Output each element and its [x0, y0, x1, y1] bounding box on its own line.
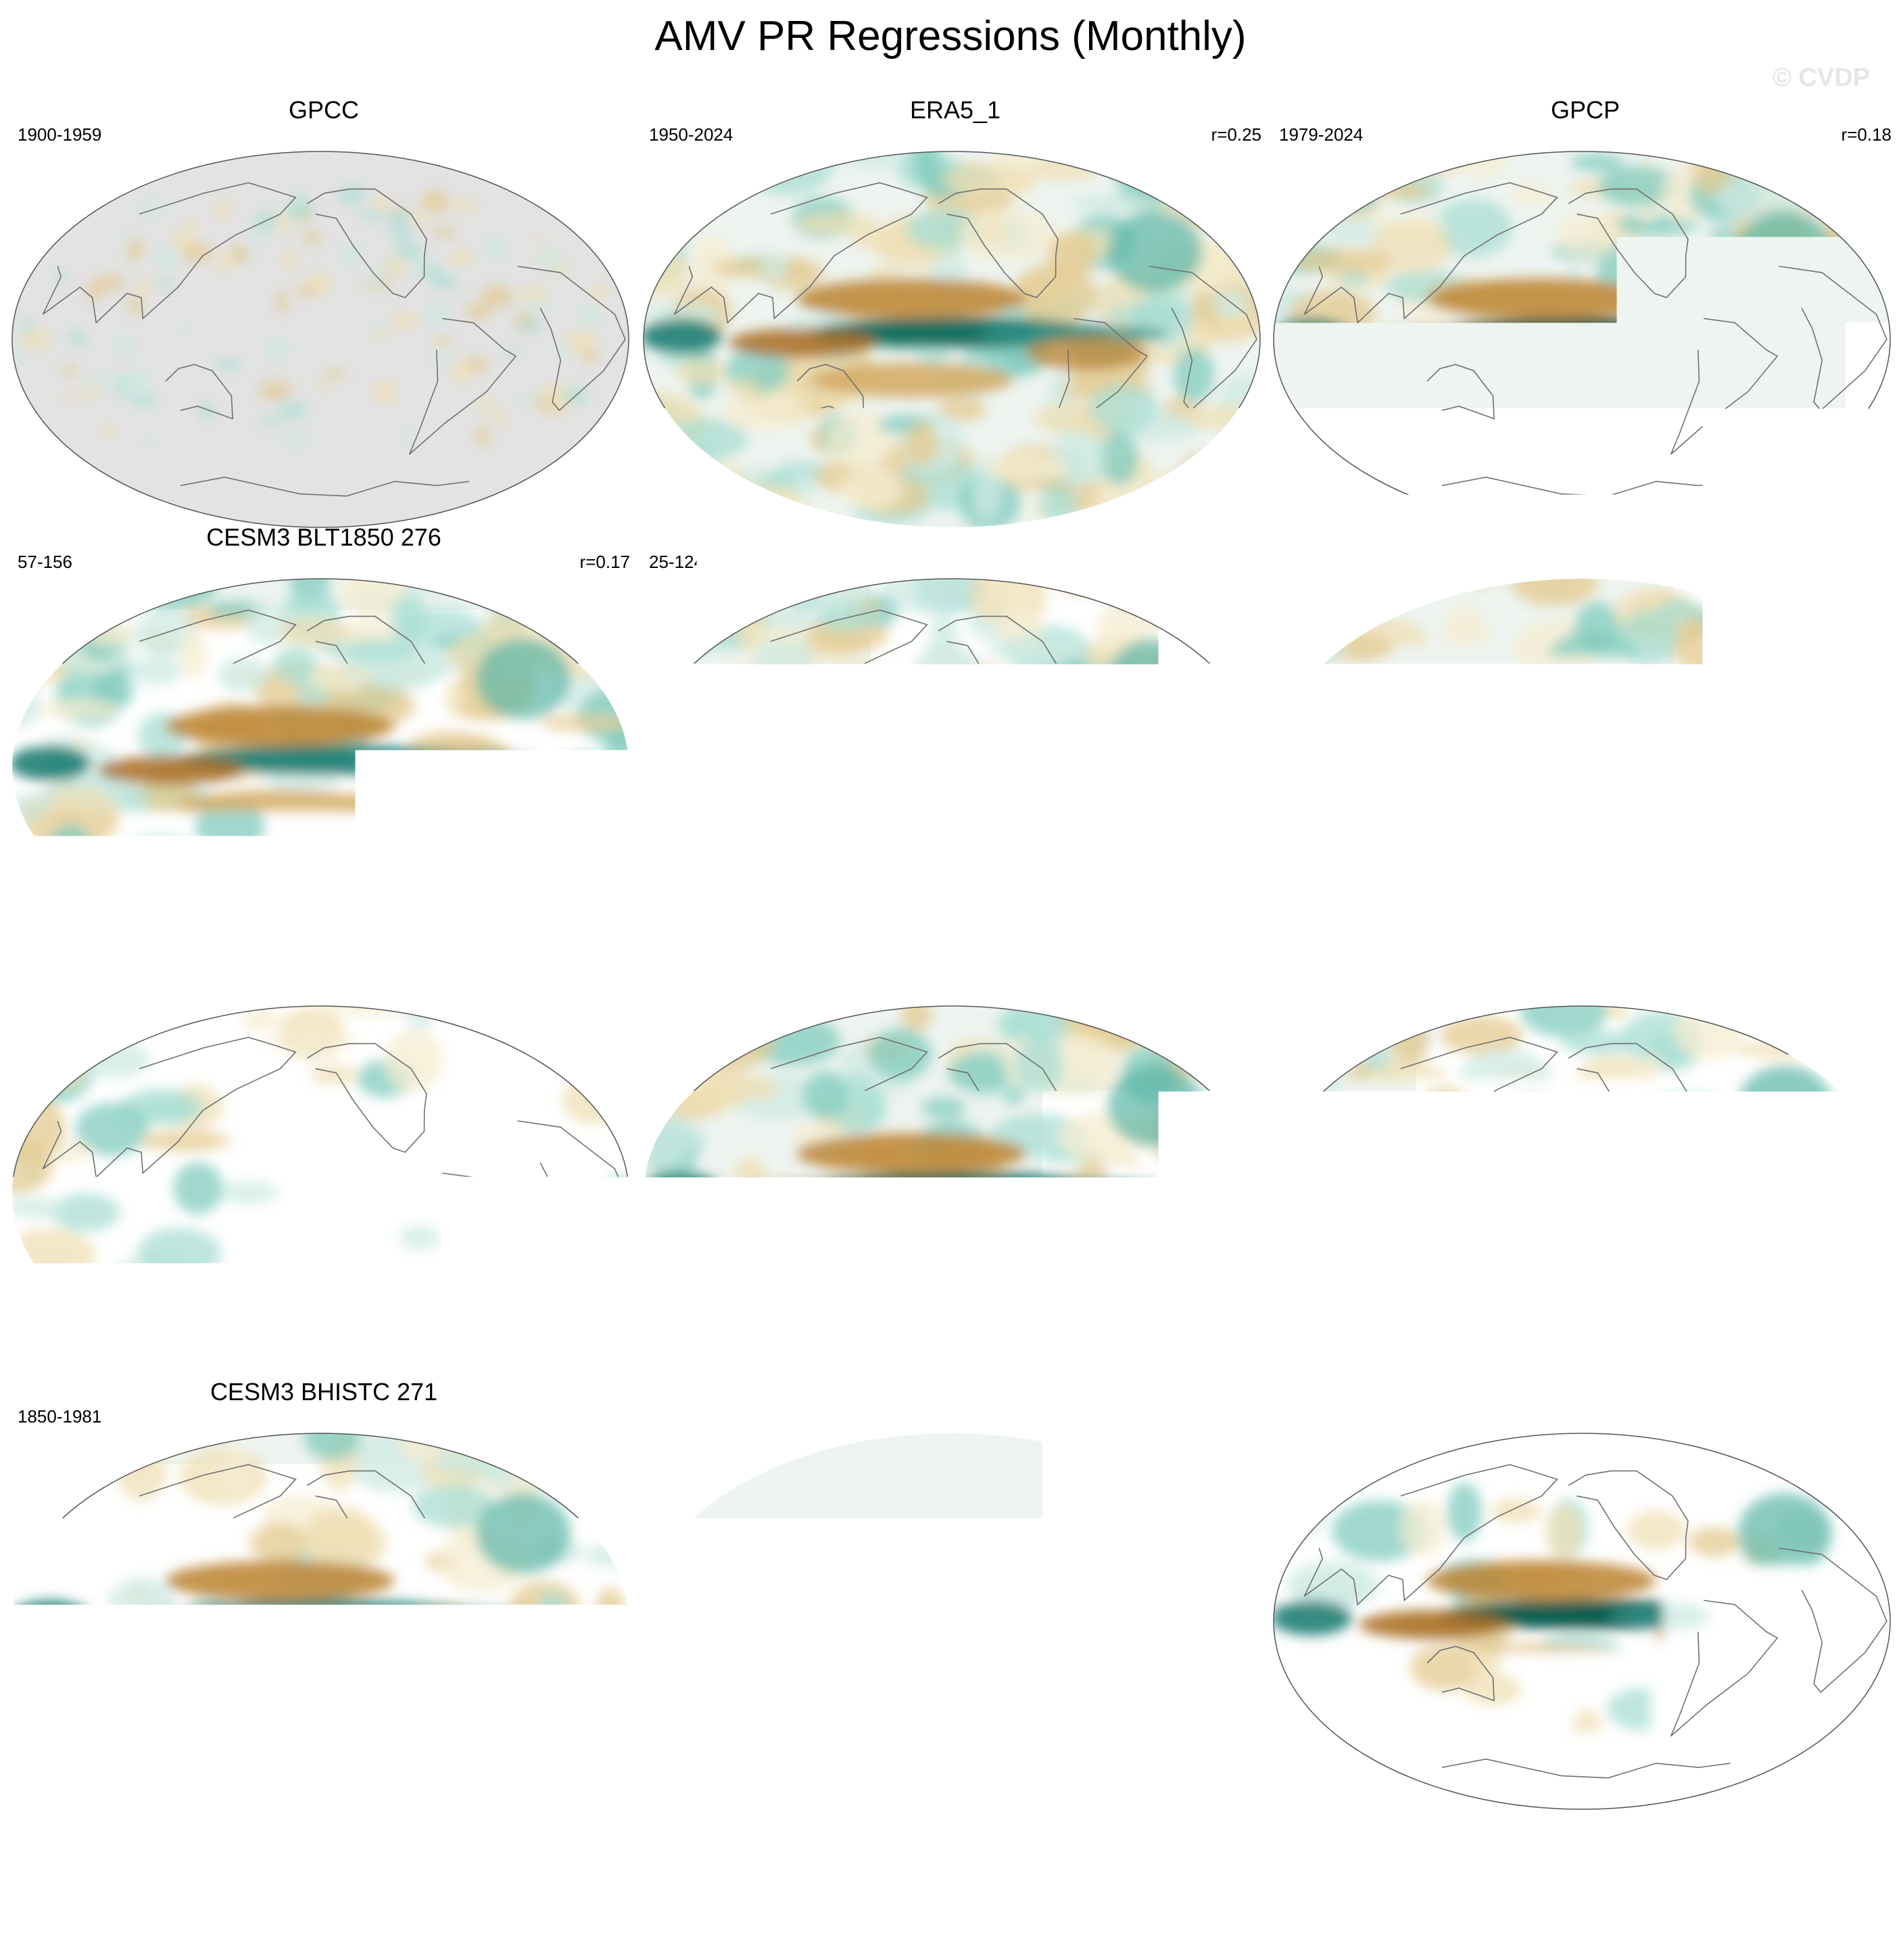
panel-years: 1950-2024: [649, 124, 733, 145]
panel-years: 1900-1959: [18, 124, 101, 145]
colorbar-swatch: [1082, 1826, 1147, 1857]
colorbar-tick-label: 2: [1334, 1863, 1352, 1901]
robinson-map: [1271, 1432, 1893, 1811]
panel-years: 1-132: [1279, 1406, 1324, 1427]
panel-correlation: r=0.31: [1842, 552, 1892, 573]
colorbar: [296, 1825, 1606, 1858]
panel-correlation: r=0.29: [1211, 552, 1261, 573]
colorbar-swatch: [558, 1826, 624, 1857]
colorbar-swatch: [886, 1826, 951, 1857]
panel-title: CESM3 BHISTC 271sturm: [1271, 951, 1900, 979]
colorbar-tick-label: -0.25: [782, 1863, 856, 1901]
robinson-map: [1271, 1005, 1893, 1383]
colorbar-swatch: [1539, 1826, 1605, 1857]
colorbar-tick-label: -2: [544, 1863, 573, 1901]
robinson-map: [9, 1432, 631, 1811]
panel-years: 1-108: [649, 1406, 694, 1427]
colorbar-swatch: [754, 1826, 820, 1857]
colorbar-swatch: [1474, 1826, 1540, 1857]
panel-correlation: r=0.25: [1211, 124, 1261, 145]
colorbar-tick-label: 0.25: [1049, 1863, 1112, 1901]
panel-title: CESM3 4xco2 271 4xco2: [1271, 1378, 1900, 1406]
colorbar-swatch: [362, 1826, 428, 1857]
robinson-map: [1271, 577, 1893, 956]
map-panel: ERA5_1 1950-2024 r=0.25: [641, 96, 1270, 515]
panel-correlation: r=0.17: [580, 1406, 630, 1427]
map-panel: CESM3 BLT1850 268 1-64 r=0.21: [9, 951, 638, 1370]
panel-years: 1850-1981: [18, 1406, 101, 1427]
map-panel: CESM3 BLT1850 274 25-124 r=0.29: [641, 523, 1270, 942]
colorbar-swatch: [493, 1826, 558, 1857]
panel-title: GPCP: [1271, 96, 1900, 124]
panel-years: 1-64: [18, 979, 53, 1000]
panel-correlation: r=0.25: [1842, 1406, 1892, 1427]
colorbar-swatch: [1213, 1826, 1278, 1857]
panel-title: CESM3 BLT1850 276: [9, 523, 638, 552]
panel-title: CESM3 BLT1850 271: [1271, 523, 1900, 552]
panel-title: CESM3 BLT1850 274: [641, 523, 1270, 552]
colorbar-swatch: [820, 1826, 886, 1857]
colorbar-tick-label: 4: [1464, 1863, 1483, 1901]
colorbar-tick-label: -4: [412, 1863, 441, 1901]
colorbar-swatch: [1409, 1826, 1474, 1857]
panel-correlation: r=0.17: [580, 552, 630, 573]
panel-years: 25-124: [649, 552, 704, 573]
robinson-map: [641, 1432, 1263, 1811]
map-panel: CESM3 BLT1850 271 27-176 r=0.31: [1271, 523, 1900, 942]
cvdp-watermark: © CVDP: [1773, 64, 1870, 93]
map-panel: CESM3 4xco2 276 4xco2 1-108 r=0.20: [641, 1378, 1270, 1797]
panel-years: 1979-2024: [1279, 124, 1363, 145]
robinson-map: [9, 150, 631, 529]
robinson-map: [9, 577, 631, 956]
panel-correlation: r=0.20: [1211, 1406, 1261, 1427]
panel-correlation: r=0.21: [580, 979, 630, 1000]
panel-correlation: r=0.18: [1842, 124, 1892, 145]
panel-title: CESM3 BHISTC 271: [9, 1378, 638, 1406]
panel-title: CESM3 BLT1850 268: [9, 951, 638, 979]
colorbar-tick-label: 0.75: [1180, 1863, 1243, 1901]
map-panel: CESM3 BHISTC 271 1850-1981 r=0.17: [9, 1378, 638, 1797]
panel-years: 27-176: [1279, 552, 1334, 573]
colorbar-swatch: [1147, 1826, 1213, 1857]
panel-title: GPCC: [9, 96, 638, 124]
robinson-map: [1271, 150, 1893, 529]
colorbar-swatch: [428, 1826, 494, 1857]
robinson-map: [641, 150, 1263, 529]
figure-title: AMV PR Regressions (Monthly): [0, 12, 1901, 60]
map-panel: CESM3 BHISTC 276 1850-1969 r=0.22: [641, 951, 1270, 1370]
colorbar-swatch: [1343, 1826, 1409, 1857]
map-panel: GPCC 1900-1959: [9, 96, 638, 515]
colorbar-swatch: [624, 1826, 690, 1857]
map-panel: GPCP 1979-2024 r=0.18: [1271, 96, 1900, 515]
panel-title: ERA5_1: [641, 96, 1270, 124]
colorbar-swatch: [1278, 1826, 1343, 1857]
panel-years: 57-156: [18, 552, 72, 573]
panel-correlation: r=0.24: [1842, 979, 1892, 1000]
map-panel: CESM3 4xco2 271 4xco2 1-132 r=0.25: [1271, 1378, 1900, 1797]
colorbar-swatch: [690, 1826, 755, 1857]
robinson-map: [9, 1005, 631, 1383]
colorbar-tick-label: 0: [941, 1863, 959, 1901]
map-panel: CESM3 BLT1850 276 57-156 r=0.17: [9, 523, 638, 942]
robinson-map: [641, 577, 1263, 956]
colorbar-swatch: [951, 1826, 1017, 1857]
panel-title: CESM3 BHISTC 276: [641, 951, 1270, 979]
robinson-map: [641, 1005, 1263, 1383]
colorbar-swatch: [1016, 1826, 1082, 1857]
panel-title: CESM3 4xco2 276 4xco2: [641, 1378, 1270, 1406]
colorbar-units-label: mm/day /C: [0, 1901, 1901, 1942]
panel-correlation: r=0.22: [1211, 979, 1261, 1000]
colorbar-swatch: [297, 1826, 362, 1857]
map-panel: CESM3 BHISTC 271sturm 1850-1945 r=0.24: [1271, 951, 1900, 1370]
panel-years: 1850-1945: [1279, 979, 1363, 1000]
panel-years: 1850-1969: [649, 979, 733, 1000]
colorbar-tick-label: -0.75: [652, 1863, 725, 1901]
